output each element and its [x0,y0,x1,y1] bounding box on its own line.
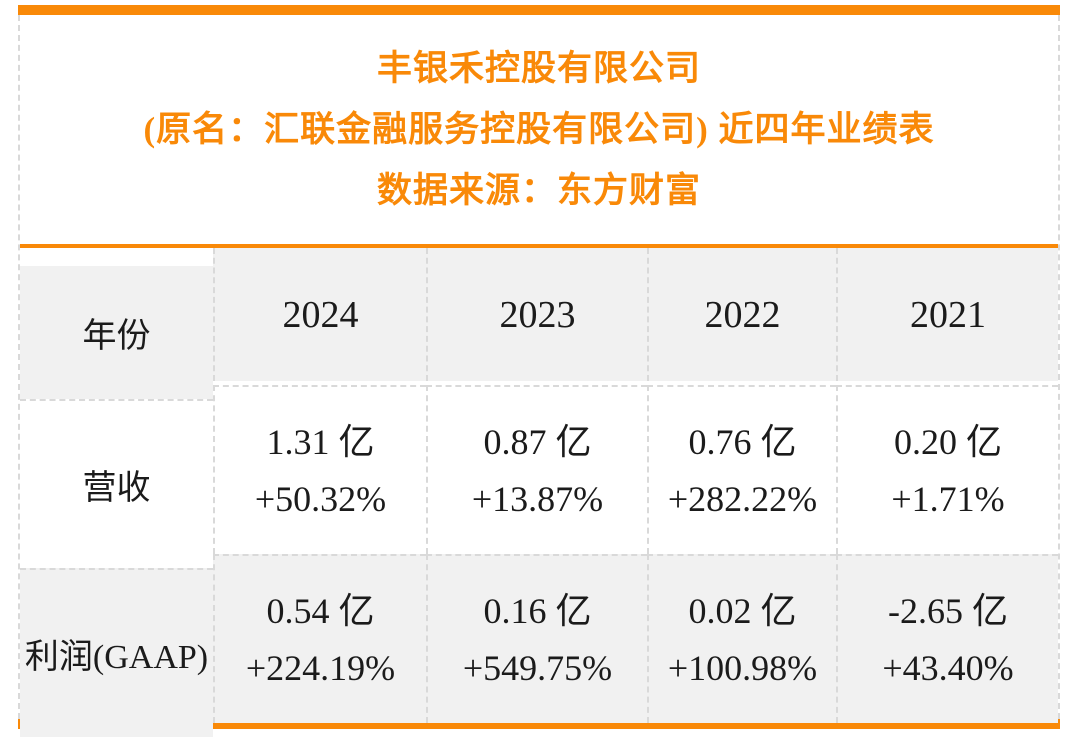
poster-subtitle: (原名：汇联金融服务控股有限公司) 近四年业绩表 [143,110,935,149]
amount-value: 0.20 亿 [893,421,1002,462]
amount-value: 1.31 亿 [266,421,375,462]
change-percent: +43.40% [882,647,1014,688]
orange-divider [20,244,1058,248]
revenue-2021-cell: 0.20 亿 +1.71% [836,385,1058,554]
amount-value: 0.54 亿 [266,590,375,631]
year-header-2023: 2023 [426,248,647,381]
data-source: 数据来源：东方财富 [376,171,701,210]
profit-2021-cell: -2.65 亿 +43.40% [836,554,1058,723]
company-title: 丰银禾控股有限公司 [376,49,701,88]
amount-value: -2.65 亿 [888,590,1008,631]
year-header-2022: 2022 [647,248,836,381]
profit-2024-cell: 0.54 亿 +224.19% [213,554,426,723]
year-header-2021: 2021 [836,248,1058,381]
revenue-2022-cell: 0.76 亿 +282.22% [647,385,836,554]
change-percent: +282.22% [667,478,818,519]
bottom-accent-bar [18,719,1060,729]
profit-2023-cell: 0.16 亿 +549.75% [426,554,647,723]
poster-header: 丰银禾控股有限公司 (原名：汇联金融服务控股有限公司) 近四年业绩表 数据来源：… [20,15,1058,244]
revenue-2023-cell: 0.87 亿 +13.87% [426,385,647,554]
amount-value: 0.76 亿 [688,421,797,462]
row-label-revenue: 营收 [20,399,213,568]
amount-value: 0.16 亿 [483,590,592,631]
change-percent: +100.98% [667,647,818,688]
row-label-profit-gaap: 利润(GAAP) [20,568,213,737]
amount-value: 0.02 亿 [688,590,797,631]
year-header-2024: 2024 [213,248,426,381]
performance-poster: 丰银禾控股有限公司 (原名：汇联金融服务控股有限公司) 近四年业绩表 数据来源：… [18,5,1060,737]
poster-body: 丰银禾控股有限公司 (原名：汇联金融服务控股有限公司) 近四年业绩表 数据来源：… [18,15,1060,737]
top-accent-bar [18,5,1060,15]
revenue-2024-cell: 1.31 亿 +50.32% [213,385,426,554]
year-header-label: 年份 [20,266,213,399]
change-percent: +50.32% [254,478,387,519]
change-percent: +13.87% [471,478,604,519]
change-percent: +549.75% [462,647,613,688]
performance-table: 年份 2024 2023 2022 2021 营收 1.31 亿 +50.32%… [20,248,1058,737]
amount-value: 0.87 亿 [483,421,592,462]
change-percent: +1.71% [891,478,1005,519]
change-percent: +224.19% [245,647,396,688]
profit-2022-cell: 0.02 亿 +100.98% [647,554,836,723]
